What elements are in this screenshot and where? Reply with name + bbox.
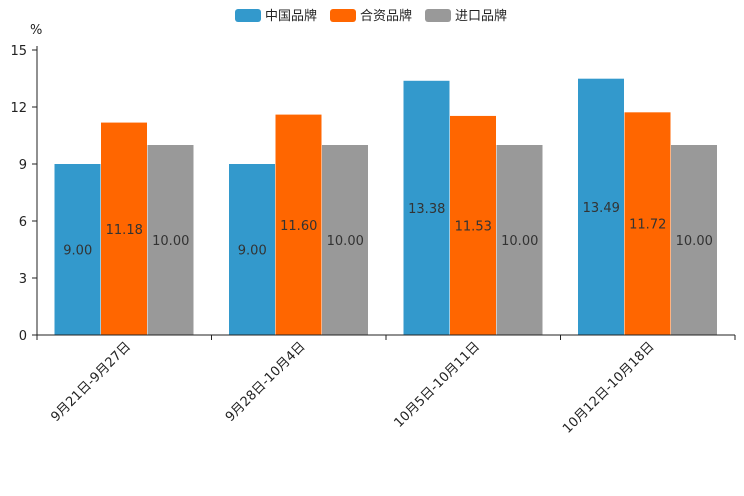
data-label-3-2: 10.00 [676,234,713,249]
bar-2-2 [496,145,543,335]
legend-label-0: 中国品牌 [265,8,317,24]
legend-label-1: 合资品牌 [360,8,412,24]
bar-2-0 [403,80,450,335]
data-label-3-0: 13.49 [583,201,620,216]
legend-swatch-2 [425,9,451,22]
y-tick-label-1: 3 [19,272,27,287]
legend-swatch-1 [330,9,356,22]
bars: 9.00 11.18 10.00 9.00 11.60 10.00 13.38 11.53 10… [54,78,717,336]
bar-0-2 [147,145,194,335]
x-axis: 9月21日-9月27日 9月28日-10月4日 10月5日-10月11日 10月12日… [36,334,736,437]
data-label-0-2: 10.00 [152,234,189,249]
y-tick-label-3: 9 [19,158,27,173]
legend: 中国品牌 合资品牌 进口品牌 [235,8,507,24]
bar-3-2 [671,145,717,335]
legend-swatch-0 [235,9,261,22]
data-label-2-2: 10.00 [501,234,538,249]
bar-0-0 [54,164,101,335]
bar-1-1 [275,114,322,335]
y-tick-label-5: 15 [10,44,27,59]
data-label-0-0: 9.00 [63,244,92,259]
x-tick-label-3: 10月12日-10月18日 [560,339,657,436]
bar-3-1 [624,112,671,335]
data-label-1-0: 9.00 [238,244,267,259]
x-tick-label-0: 9月21日-9月27日 [48,339,134,425]
y-axis: 0 3 6 9 12 15 [10,44,38,344]
y-axis-unit-label: % [30,23,42,38]
y-tick-label-4: 12 [10,101,27,116]
bar-1-2 [322,145,368,335]
x-tick-label-2: 10月5日-10月11日 [391,339,483,431]
y-tick-label-0: 0 [19,329,27,344]
data-label-1-1: 11.60 [280,219,317,234]
data-label-0-1: 11.18 [106,223,143,238]
data-label-1-2: 10.00 [327,234,364,249]
x-tick-label-1: 9月28日-10月4日 [223,339,309,425]
bar-3-0 [578,78,624,335]
bar-0-1 [101,122,147,335]
bar-2-1 [450,115,496,336]
data-label-2-1: 11.53 [455,219,492,234]
data-label-3-1: 11.72 [629,218,666,233]
bar-1-0 [229,164,275,335]
y-tick-label-2: 6 [19,215,27,230]
data-label-2-0: 13.38 [408,202,445,217]
legend-label-2: 进口品牌 [455,8,507,24]
